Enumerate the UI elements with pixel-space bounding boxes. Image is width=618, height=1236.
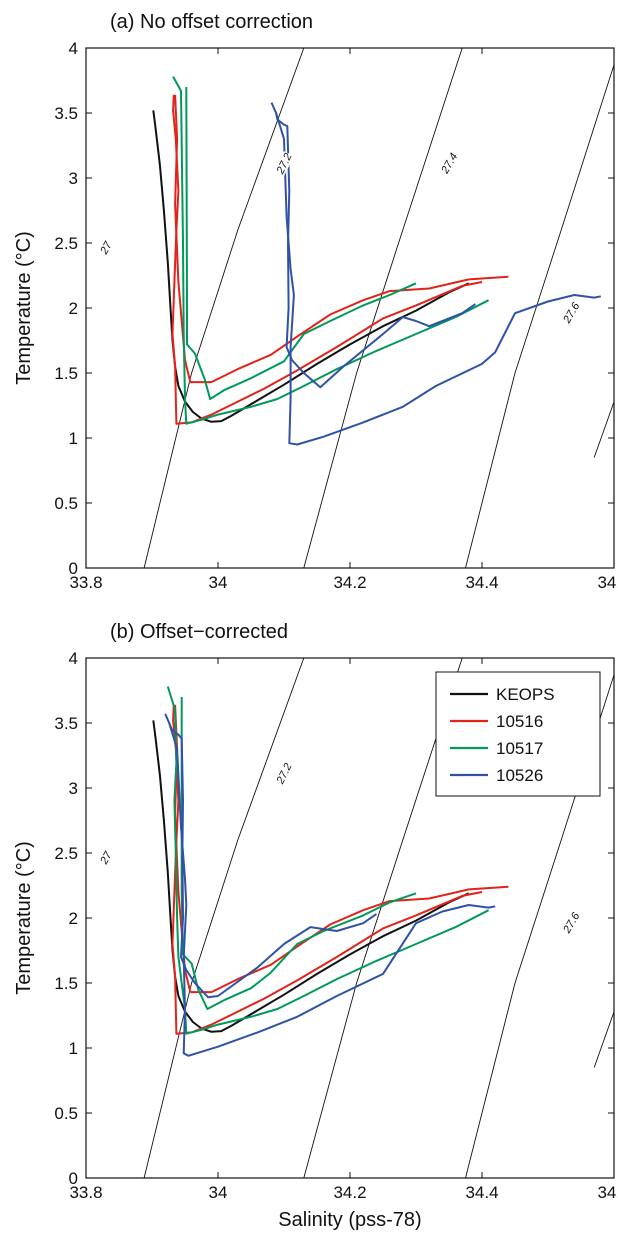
isopycnal-label: 27 [98,849,115,867]
y-tick-label: 3 [69,169,78,188]
isopycnal-label-bg [95,845,117,871]
series-line-10526 [275,112,601,446]
plot-frame [85,47,615,569]
series-line-10517 [185,86,417,400]
series-line-10516 [190,275,509,384]
isopycnal-label-bg [561,300,582,326]
y-tick-label: 0.5 [54,1104,78,1123]
y-tick-label: 0 [69,1169,78,1188]
series-line-10526 [270,102,476,389]
x-tick-label: 34.2 [333,1183,366,1202]
x-tick-label: 34.2 [333,573,366,592]
y-tick-label: 1 [69,1039,78,1058]
isopycnal-line-27 [143,48,305,568]
legend-label-10516: 10516 [496,712,543,731]
isopycnal-label: 27.2 [274,761,295,786]
y-tick-label: 4 [69,649,78,668]
legend-label-10517: 10517 [496,739,543,758]
y-tick-label: 3.5 [54,714,78,733]
series-line-10517 [166,686,490,1035]
panel-title: (b) Offset−corrected [110,621,288,643]
series-line-10517 [180,697,417,1010]
x-tick-label: 34.4 [465,1183,498,1202]
isopycnal-label: 27.2 [274,151,295,176]
x-tick-label: 34.4 [465,573,498,592]
y-tick-label: 0.5 [54,494,78,513]
plot-area [143,658,614,1178]
y-tick-label: 2.5 [54,234,78,253]
isopycnal-line-27.4 [465,63,614,568]
y-tick-label: 4 [69,39,78,58]
y-axis-label: Temperature (°C) [13,231,35,385]
isopycnal-label: 27.6 [561,910,583,936]
isopycnal-label-bg [274,761,294,786]
series-line-10516 [190,885,509,994]
isopycnal-line-27 [143,658,305,1178]
panel-a: 2727.227.427.633.83434.234.434.600.511.5… [13,11,618,592]
y-tick-label: 2.5 [54,844,78,863]
y-tick-label: 2 [69,299,78,318]
y-tick-label: 3 [69,779,78,798]
isopycnal-label-bg [274,151,294,176]
series-line-KEOPS [152,110,470,423]
panel-b: 2727.227.427.633.83434.234.434.600.511.5… [13,621,618,1231]
isopycnal-label: 27.6 [561,300,583,326]
y-tick-label: 1.5 [54,974,78,993]
x-tick-label: 34.6 [597,1183,618,1202]
y-tick-label: 2 [69,909,78,928]
x-tick-label: 34.6 [597,573,618,592]
isopycnal-label-bg [561,910,582,936]
isopycnal-label-bg [439,150,460,176]
series-line-10526 [168,722,496,1057]
legend-label-10526: 10526 [496,766,543,785]
x-tick-label: 34 [209,573,228,592]
y-tick-label: 1.5 [54,364,78,383]
series-line-KEOPS [152,720,470,1033]
isopycnal-line-27.2 [303,48,463,568]
series-line-10517 [172,76,490,425]
y-tick-label: 1 [69,429,78,448]
x-tick-label: 34 [209,1183,228,1202]
series-line-10516 [174,94,192,383]
series-line-10526 [164,713,377,999]
x-tick-label: 33.8 [69,1183,102,1202]
plot-area [143,48,614,568]
y-tick-label: 3.5 [54,104,78,123]
legend-label-KEOPS: KEOPS [496,685,555,704]
panel-title: (a) No offset correction [110,11,313,33]
isopycnal-label: 27 [98,239,115,257]
isopycnal-line-27.2 [303,658,463,1178]
y-tick-label: 0 [69,559,78,578]
x-axis-label: Salinity (pss-78) [278,1209,421,1231]
y-axis-label: Temperature (°C) [13,841,35,995]
isopycnal-label-bg [95,235,117,261]
x-tick-label: 33.8 [69,573,102,592]
